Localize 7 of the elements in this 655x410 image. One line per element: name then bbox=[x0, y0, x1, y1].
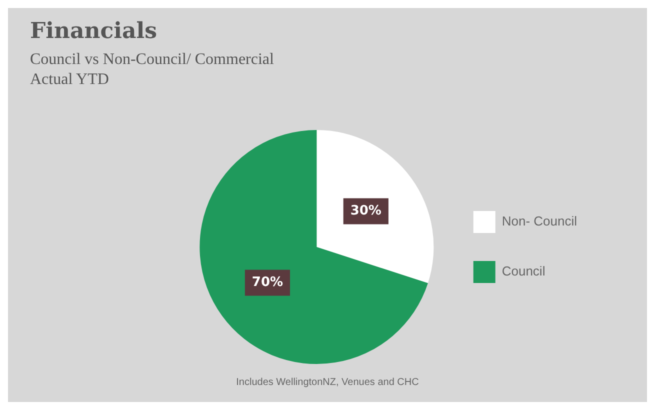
data-label: 30% bbox=[350, 204, 382, 219]
chart-subtitle: Council vs Non-Council/ Commercial Actual YTD bbox=[30, 50, 274, 90]
data-label: 70% bbox=[252, 275, 284, 290]
legend-label: Non- Council bbox=[502, 214, 578, 229]
legend-label: Council bbox=[502, 264, 546, 279]
chart-title: Financials bbox=[30, 18, 157, 44]
text: Includes WellingtonNZ, Venues and CHC bbox=[235, 377, 420, 388]
